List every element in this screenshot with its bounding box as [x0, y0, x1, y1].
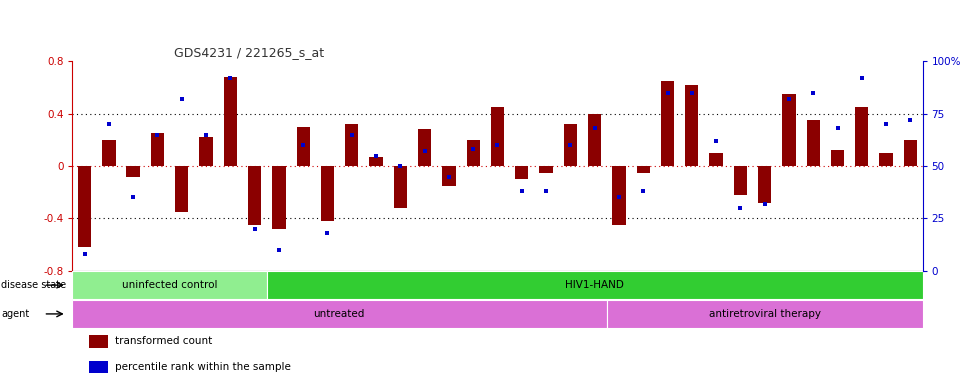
Bar [807, 120, 820, 166]
Point [757, 201, 773, 207]
Bar [224, 77, 237, 166]
Bar [72, 300, 607, 328]
Text: HIV1-HAND: HIV1-HAND [565, 280, 624, 290]
Point [806, 90, 821, 96]
Point [441, 174, 457, 180]
Point [902, 117, 918, 123]
Bar [248, 166, 261, 225]
Bar [272, 166, 286, 229]
Bar [904, 140, 917, 166]
Point [126, 194, 141, 200]
Point [296, 142, 311, 148]
Point [417, 148, 433, 154]
Bar [297, 127, 310, 166]
Point [562, 142, 578, 148]
Point [150, 132, 165, 138]
Bar [637, 166, 650, 173]
Point [781, 96, 797, 102]
Bar [369, 157, 383, 166]
Bar [127, 166, 140, 177]
Bar [588, 114, 601, 166]
Text: untreated: untreated [313, 309, 364, 319]
Point [684, 90, 699, 96]
Bar [564, 124, 577, 166]
Bar [734, 166, 747, 195]
Text: antiretroviral therapy: antiretroviral therapy [709, 309, 821, 319]
Bar [855, 107, 868, 166]
Bar [661, 81, 674, 166]
Point [101, 121, 117, 127]
Point [830, 125, 845, 131]
Bar [685, 85, 698, 166]
Point [514, 188, 529, 194]
Bar [467, 140, 480, 166]
Point [174, 96, 189, 102]
Bar [709, 153, 723, 166]
Bar [72, 271, 267, 299]
Bar [607, 300, 923, 328]
Bar [418, 129, 431, 166]
Bar [758, 166, 771, 203]
Point [198, 132, 213, 138]
Point [636, 188, 651, 194]
Bar [539, 166, 553, 173]
Point [708, 138, 724, 144]
Bar [612, 166, 626, 225]
Bar [491, 107, 504, 166]
Text: disease state: disease state [1, 280, 66, 290]
Text: transformed count: transformed count [115, 336, 213, 346]
Bar [879, 153, 893, 166]
Bar [78, 166, 91, 247]
Bar [394, 166, 407, 208]
Point [344, 132, 359, 138]
Text: agent: agent [1, 309, 29, 319]
Point [611, 194, 627, 200]
Bar [90, 335, 108, 348]
Point [222, 75, 238, 81]
Bar [831, 151, 844, 166]
Point [732, 205, 748, 211]
Bar [90, 361, 108, 373]
Bar [151, 133, 164, 166]
Point [392, 163, 408, 169]
Bar [782, 94, 796, 166]
Text: uninfected control: uninfected control [122, 280, 217, 290]
Text: GDS4231 / 221265_s_at: GDS4231 / 221265_s_at [175, 46, 325, 59]
Point [320, 230, 335, 236]
Point [660, 90, 675, 96]
Bar [515, 166, 528, 179]
Point [247, 226, 263, 232]
Bar [199, 137, 213, 166]
Point [587, 125, 603, 131]
Point [490, 142, 505, 148]
Point [77, 251, 93, 257]
Point [854, 75, 869, 81]
Bar [321, 166, 334, 221]
Point [538, 188, 554, 194]
Bar [102, 140, 116, 166]
Point [271, 247, 287, 253]
Bar [345, 124, 358, 166]
Bar [267, 271, 923, 299]
Bar [175, 166, 188, 212]
Point [466, 146, 481, 152]
Point [368, 152, 384, 159]
Bar [442, 166, 456, 186]
Text: percentile rank within the sample: percentile rank within the sample [115, 362, 291, 372]
Point [878, 121, 894, 127]
